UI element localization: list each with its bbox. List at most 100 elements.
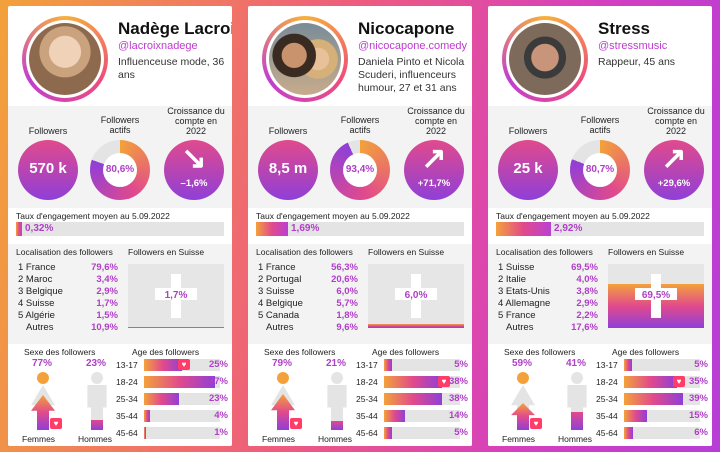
location-row: Autres 9,6% [266,322,358,334]
country: 1 France [258,262,296,273]
country-share: 69,5% [571,262,598,273]
age-range: 18-24 [116,377,138,387]
engagement-section: Taux d'engagement moyen au 5.09.2022 0,32… [8,208,232,244]
country: 2 Italie [498,274,526,285]
active-label: Followers actifs [100,115,140,135]
growth-label: Croissance du compte en 2022 [167,106,225,136]
influencer-name: Nadège Lacroix [118,19,232,38]
age-row: 45-64 6% [596,426,708,440]
heart-icon: ♥ [673,376,685,387]
instagram-handle[interactable]: @nicocapone.comedy [358,40,468,52]
age-share: 15% [688,410,708,421]
heart-icon: ♥ [178,359,190,370]
country: 4 Belgique [258,298,303,309]
age-bar [144,427,146,439]
location-row: Autres 17,6% [506,322,598,334]
swiss-fill [128,327,224,328]
woman-icon [28,372,58,430]
followers-circle [18,140,78,200]
age-title: Age des followers [372,347,440,357]
country: Autres [266,322,294,333]
country-share: 2,9% [576,298,598,309]
country-share: 17,6% [571,322,598,333]
swiss-value: 69,5% [641,290,671,301]
men-label: Hommes [318,434,353,444]
men-label: Hommes [78,434,113,444]
women-label: Femmes [22,434,56,444]
country: Autres [26,322,54,333]
location-row: 5 Algérie 1,5% [18,310,118,322]
age-range: 45-64 [116,428,138,438]
engagement-title: Taux d'engagement moyen au 5.09.2022 [496,211,650,221]
followers-circle [258,140,318,200]
age-title: Age des followers [132,347,200,357]
man-icon [322,372,352,430]
age-share: 39% [688,393,708,404]
active-label: Followers actifs [340,115,380,135]
avatar [502,16,588,102]
age-bar [624,393,683,405]
instagram-handle[interactable]: @lacroixnadege [118,40,198,52]
age-bar [384,376,442,388]
instagram-handle[interactable]: @stressmusic [598,40,668,52]
swiss-box: 69,5% [608,264,704,328]
age-share: 5% [454,427,468,438]
location-section: Localisation des followers 1 France 79,6% 2… [8,244,232,344]
country-share: 10,9% [91,322,118,333]
followers-value: 570 k [29,160,67,177]
location-row: 3 Belgique 2,9% [18,286,118,298]
age-range: 35-44 [116,411,138,421]
country-share: 56,3% [331,262,358,273]
growth-value: +29,6% [657,178,691,189]
age-share: 6% [694,427,708,438]
age-range: 13-17 [596,360,618,370]
followers-label: Followers [268,126,308,136]
active-value: 80,6% [105,164,135,175]
age-share: 1% [214,427,228,438]
swiss-value: 1,7% [164,290,188,301]
age-bar [624,427,633,439]
age-range: 45-64 [596,428,618,438]
age-bar [144,410,150,422]
influencer-name: Stress [598,19,650,38]
age-row: 13-17 5% [356,358,468,372]
location-row: 2 Italie 4,0% [498,274,598,286]
country-share: 9,6% [336,322,358,333]
men-label: Hommes [558,434,593,444]
heart-icon: ♥ [530,418,542,429]
country: 2 Maroc [18,274,53,285]
age-share: 47% [208,376,228,387]
avatar [262,16,348,102]
country: 5 Canada [258,310,300,321]
growth-value: +71,7% [417,178,451,189]
heart-icon: ♥ [438,376,450,387]
influencer-card: Stress @stressmusic Rappeur, 45 ans Followe… [488,6,712,446]
avatar [22,16,108,102]
country-share: 1,7% [96,298,118,309]
sex-title: Sexe des followers [264,347,336,357]
age-row: 35-44 15% [596,409,708,423]
country-share: 2,9% [96,286,118,297]
age-bar [144,359,182,371]
country: 4 Allemagne [498,298,551,309]
swiss-fill [368,324,464,328]
engagement-value: 1,69% [291,223,320,234]
country-share: 3,8% [576,286,598,297]
age-share: 38% [448,376,468,387]
swiss-cross-icon [635,274,677,318]
growth-label: Croissance du compte en 2022 [407,106,465,136]
country: 2 Portugal [258,274,302,285]
followers-label: Followers [508,126,548,136]
growth-value: –1,6% [180,178,208,189]
stats-panel: Followers Followers actifs Croissance du c… [8,106,232,208]
age-row: 45-64 5% [356,426,468,440]
location-row: 1 France 56,3% [258,262,358,274]
age-bar [384,410,405,422]
swiss-cross-icon [155,274,197,318]
engagement-section: Taux d'engagement moyen au 5.09.2022 2,92… [488,208,712,244]
women-share: 77% [32,358,53,369]
age-row: 35-44 14% [356,409,468,423]
age-row: 18-24 47% [116,375,228,389]
age-range: 25-34 [596,394,618,404]
women-share: 59% [512,358,533,369]
